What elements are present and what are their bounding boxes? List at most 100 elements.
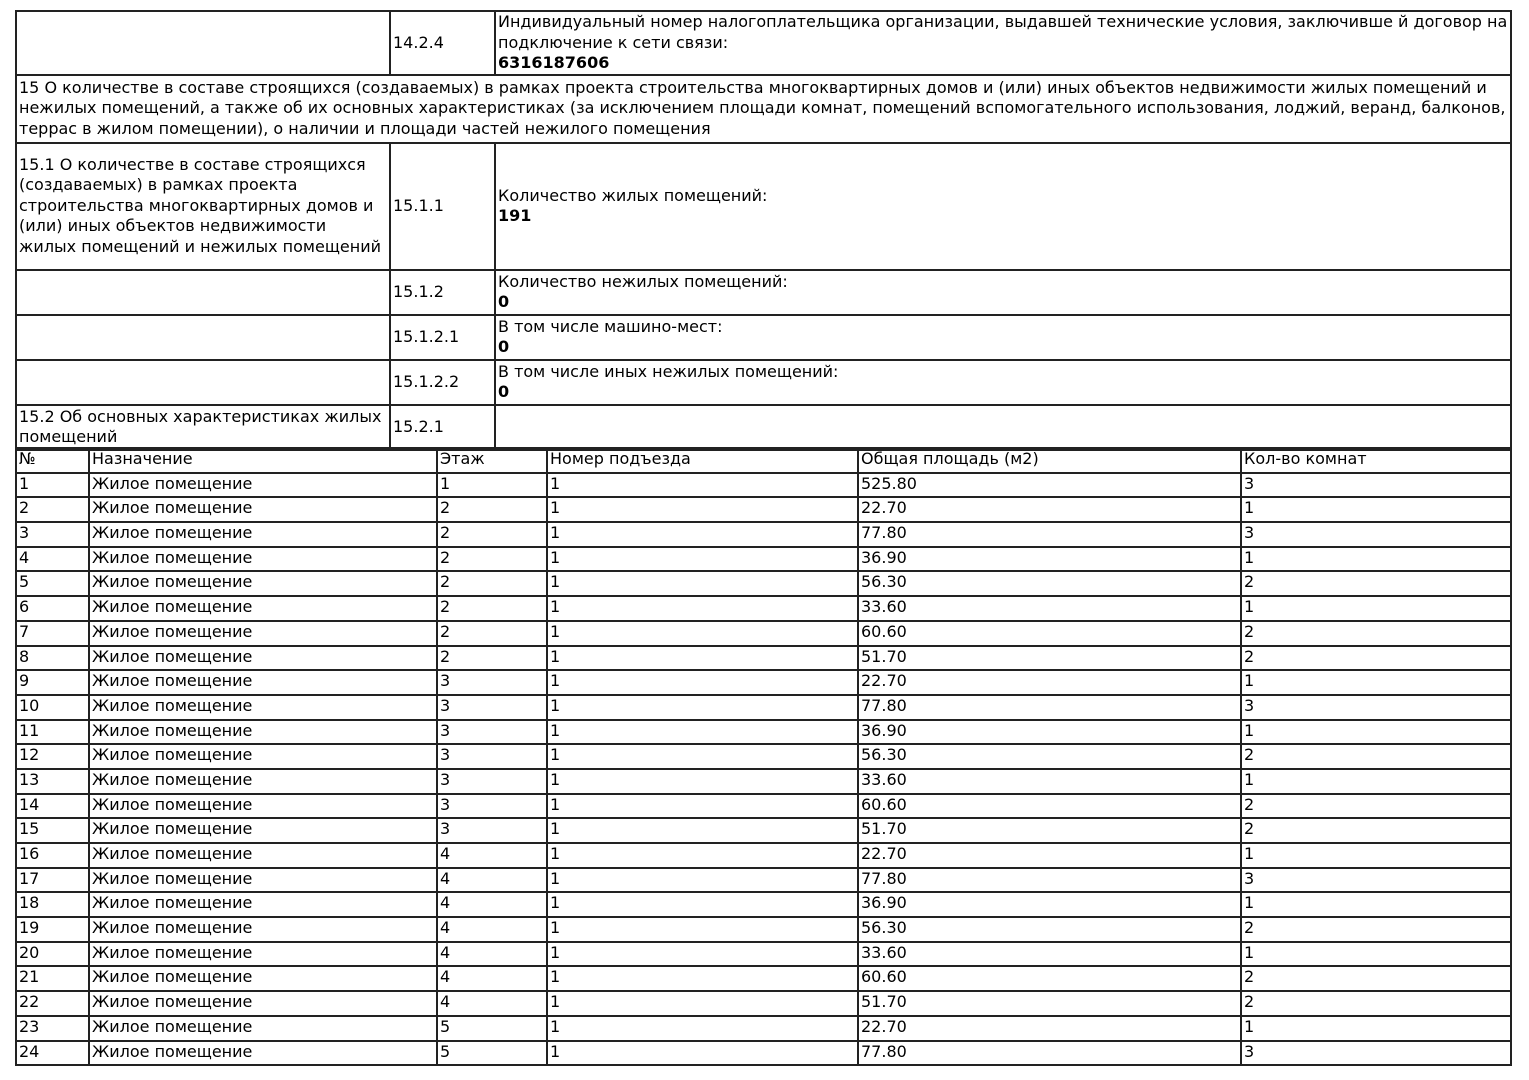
table-row: 4 Жилое помещение 2 1 36.90 1 — [15, 545, 1512, 573]
cell-number: 7 — [15, 619, 90, 647]
cell-rooms: 3 — [1240, 521, 1512, 548]
cell-entrance: 1 — [546, 521, 859, 548]
cell-floor: 5 — [436, 1039, 548, 1067]
cell-entrance: 1 — [546, 842, 859, 869]
cell-entrance: 1 — [546, 718, 859, 746]
cell-area: 22.70 — [857, 669, 1242, 696]
empty-cell — [15, 268, 391, 316]
header-rooms: Кол-во комнат — [1240, 447, 1512, 474]
table-row: 6 Жилое помещение 2 1 33.60 1 — [15, 595, 1512, 622]
cell-entrance: 1 — [546, 669, 859, 696]
row-15-1-1: 15.1 О количестве в составе строящихся (… — [15, 141, 1512, 271]
cell-rooms: 2 — [1240, 570, 1512, 598]
table-row: 7 Жилое помещение 2 1 60.60 2 — [15, 619, 1512, 647]
cell-purpose: Жилое помещение — [88, 842, 438, 869]
empty-cell — [494, 403, 1512, 451]
subsection-title: 15.1 О количестве в составе строящихся (… — [15, 141, 391, 271]
table-row: 2 Жилое помещение 2 1 22.70 1 — [15, 496, 1512, 524]
cell-rooms: 2 — [1240, 743, 1512, 770]
cell-entrance: 1 — [546, 1014, 859, 1042]
cell-rooms: 1 — [1240, 1014, 1512, 1042]
cell-rooms: 3 — [1240, 866, 1512, 894]
table-row: 17 Жилое помещение 4 1 77.80 3 — [15, 866, 1512, 894]
cell-purpose: Жилое помещение — [88, 866, 438, 894]
cell-purpose: Жилое помещение — [88, 718, 438, 746]
table-row: 9 Жилое помещение 3 1 22.70 1 — [15, 669, 1512, 696]
row-15-1-2-2: 15.1.2.2 В том числе иных нежилых помеще… — [15, 358, 1512, 406]
cell-number: 21 — [15, 965, 90, 993]
cell-number: 3 — [15, 521, 90, 548]
cell-floor: 2 — [436, 545, 548, 573]
item-content: В том числе иных нежилых помещений: 0 — [494, 358, 1512, 406]
table-row: 16 Жилое помещение 4 1 22.70 1 — [15, 842, 1512, 869]
rooms-table-header: № Назначение Этаж Номер подъезда Общая п… — [15, 447, 1512, 474]
cell-area: 525.80 — [857, 471, 1242, 499]
cell-entrance: 1 — [546, 496, 859, 524]
table-row: 12 Жилое помещение 3 1 56.30 2 — [15, 743, 1512, 770]
cell-purpose: Жилое помещение — [88, 619, 438, 647]
cell-floor: 3 — [436, 693, 548, 721]
cell-area: 36.90 — [857, 545, 1242, 573]
table-row: 1 Жилое помещение 1 1 525.80 3 — [15, 471, 1512, 499]
item-content: В том числе машино-мест: 0 — [494, 313, 1512, 361]
table-row: 10 Жилое помещение 3 1 77.80 3 — [15, 693, 1512, 721]
empty-cell — [15, 313, 391, 361]
header-entrance: Номер подъезда — [546, 447, 859, 474]
cell-floor: 2 — [436, 619, 548, 647]
cell-entrance: 1 — [546, 644, 859, 672]
declaration-table: 14.2.4 Индивидуальный номер налогоплател… — [15, 10, 1512, 451]
empty-cell — [15, 358, 391, 406]
item-value: 0 — [498, 337, 510, 356]
cell-floor: 1 — [436, 471, 548, 499]
cell-purpose: Жилое помещение — [88, 817, 438, 844]
cell-floor: 3 — [436, 767, 548, 795]
item-code: 14.2.4 — [389, 10, 496, 76]
item-code: 15.1.2.1 — [389, 313, 496, 361]
cell-number: 22 — [15, 990, 90, 1017]
header-area: Общая площадь (м2) — [857, 447, 1242, 474]
table-row: 8 Жилое помещение 2 1 51.70 2 — [15, 644, 1512, 672]
item-code: 15.1.1 — [389, 141, 496, 271]
cell-area: 22.70 — [857, 1014, 1242, 1042]
cell-area: 77.80 — [857, 1039, 1242, 1067]
cell-number: 13 — [15, 767, 90, 795]
cell-area: 56.30 — [857, 570, 1242, 598]
cell-purpose: Жилое помещение — [88, 891, 438, 919]
table-row: 19 Жилое помещение 4 1 56.30 2 — [15, 916, 1512, 943]
item-content: Количество нежилых помещений: 0 — [494, 268, 1512, 316]
cell-purpose: Жилое помещение — [88, 990, 438, 1017]
cell-purpose: Жилое помещение — [88, 767, 438, 795]
cell-number: 20 — [15, 940, 90, 968]
cell-number: 24 — [15, 1039, 90, 1067]
cell-floor: 2 — [436, 496, 548, 524]
cell-floor: 3 — [436, 817, 548, 844]
table-row: 15 Жилое помещение 3 1 51.70 2 — [15, 817, 1512, 844]
cell-purpose: Жилое помещение — [88, 471, 438, 499]
cell-rooms: 1 — [1240, 496, 1512, 524]
cell-number: 4 — [15, 545, 90, 573]
cell-entrance: 1 — [546, 570, 859, 598]
item-label: Количество жилых помещений: — [498, 185, 768, 205]
cell-entrance: 1 — [546, 792, 859, 820]
cell-floor: 4 — [436, 965, 548, 993]
cell-rooms: 2 — [1240, 817, 1512, 844]
cell-entrance: 1 — [546, 891, 859, 919]
table-row: 11 Жилое помещение 3 1 36.90 1 — [15, 718, 1512, 746]
item-code: 15.2.1 — [389, 403, 496, 451]
cell-rooms: 1 — [1240, 669, 1512, 696]
cell-area: 36.90 — [857, 718, 1242, 746]
cell-purpose: Жилое помещение — [88, 496, 438, 524]
cell-number: 15 — [15, 817, 90, 844]
cell-entrance: 1 — [546, 965, 859, 993]
cell-floor: 3 — [436, 669, 548, 696]
cell-number: 6 — [15, 595, 90, 622]
table-row: 13 Жилое помещение 3 1 33.60 1 — [15, 767, 1512, 795]
cell-rooms: 3 — [1240, 693, 1512, 721]
table-row: 18 Жилое помещение 4 1 36.90 1 — [15, 891, 1512, 919]
cell-entrance: 1 — [546, 940, 859, 968]
rooms-table: № Назначение Этаж Номер подъезда Общая п… — [15, 447, 1512, 1067]
item-content: Индивидуальный номер налогоплательщика о… — [494, 10, 1512, 76]
cell-area: 77.80 — [857, 866, 1242, 894]
cell-area: 51.70 — [857, 990, 1242, 1017]
cell-entrance: 1 — [546, 916, 859, 943]
